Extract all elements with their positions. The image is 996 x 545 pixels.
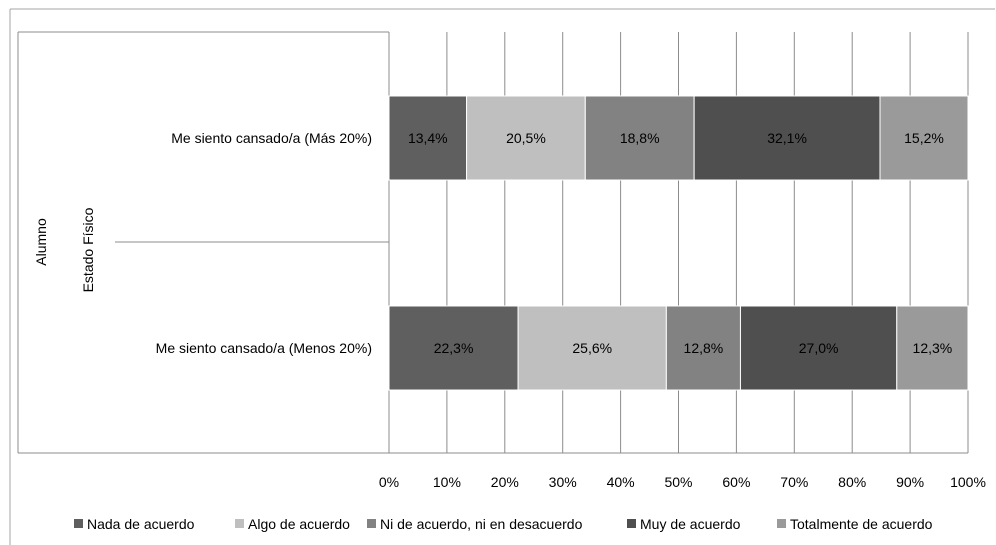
x-tick-label: 70% bbox=[780, 474, 808, 490]
x-tick-label: 50% bbox=[664, 474, 692, 490]
data-label: 32,1% bbox=[767, 130, 807, 146]
legend-label: Totalmente de acuerdo bbox=[790, 516, 933, 532]
data-label: 12,3% bbox=[913, 340, 953, 356]
data-label: 13,4% bbox=[408, 130, 448, 146]
x-tick-label: 20% bbox=[491, 474, 519, 490]
data-label: 15,2% bbox=[904, 130, 944, 146]
bar-segment bbox=[388, 305, 519, 391]
x-tick-label: 80% bbox=[838, 474, 866, 490]
legend-swatch bbox=[777, 519, 786, 528]
legend-swatch bbox=[367, 519, 376, 528]
data-label: 25,6% bbox=[572, 340, 612, 356]
x-tick-label: 30% bbox=[549, 474, 577, 490]
data-label: 22,3% bbox=[434, 340, 474, 356]
data-label: 20,5% bbox=[506, 130, 546, 146]
data-label: 27,0% bbox=[799, 340, 839, 356]
data-label: 18,8% bbox=[620, 130, 660, 146]
frame bbox=[9, 8, 995, 545]
x-tick-label: 40% bbox=[607, 474, 635, 490]
x-tick-label: 10% bbox=[433, 474, 461, 490]
inner-group-label: Estado Físico bbox=[80, 207, 96, 292]
bar-labels: 13,4% 20,5% 18,8% 32,1% 15,2% 22,3% 25,6% 12,8%… bbox=[408, 130, 952, 356]
category-labels: Me siento cansado/a (Más 20%) Me siento … bbox=[156, 130, 372, 356]
bar-segment bbox=[466, 95, 586, 181]
bar-segment bbox=[584, 95, 695, 181]
category-label: Me siento cansado/a (Más 20%) bbox=[171, 130, 372, 146]
bar-segment bbox=[739, 305, 898, 391]
x-tick-label: 90% bbox=[896, 474, 924, 490]
x-tick-label: 100% bbox=[950, 474, 986, 490]
outer-group-label: Alumno bbox=[33, 218, 49, 266]
legend-swatch bbox=[74, 519, 83, 528]
x-axis-tick-labels: 0% 10% 20% 30% 40% 50% 60% 70% 80% 90% 100% bbox=[379, 474, 986, 490]
bar-segment bbox=[879, 95, 969, 181]
bar-segment bbox=[388, 95, 468, 181]
bar-segment bbox=[665, 305, 741, 391]
bar-segment bbox=[517, 305, 667, 391]
legend: Nada de acuerdo Algo de acuerdo Ni de acue… bbox=[74, 516, 933, 532]
legend-label: Nada de acuerdo bbox=[87, 516, 195, 532]
data-label: 12,8% bbox=[684, 340, 724, 356]
bar-segment bbox=[896, 305, 969, 391]
x-tick-label: 60% bbox=[722, 474, 750, 490]
group-labels: Alumno Estado Físico bbox=[33, 207, 96, 292]
legend-label: Ni de acuerdo, ni en desacuerdo bbox=[380, 516, 583, 532]
legend-swatch bbox=[235, 519, 244, 528]
legend-label: Algo de acuerdo bbox=[248, 516, 350, 532]
bar-segment bbox=[693, 95, 881, 181]
legend-swatch bbox=[627, 519, 636, 528]
category-label: Me siento cansado/a (Menos 20%) bbox=[156, 340, 372, 356]
bars bbox=[388, 95, 969, 391]
legend-label: Muy de acuerdo bbox=[640, 516, 741, 532]
x-tick-label: 0% bbox=[379, 474, 399, 490]
